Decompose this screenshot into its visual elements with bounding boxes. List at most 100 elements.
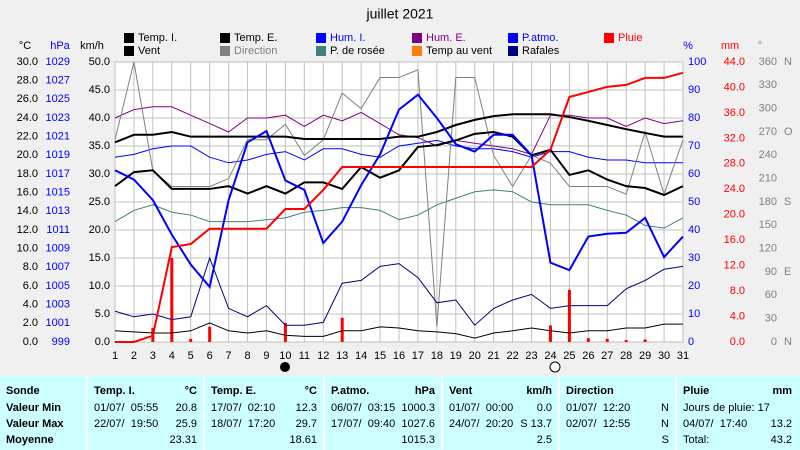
cell-value: N (661, 402, 669, 414)
y-tick-label: 240 (759, 149, 777, 161)
y-tick-label: 26.0 (17, 93, 38, 105)
series-line (114, 113, 683, 144)
column-unit: km/h (526, 385, 552, 397)
axis-unit: ° (758, 40, 762, 52)
y-tick-label: 40 (688, 224, 700, 236)
x-tick-label: 24 (544, 350, 556, 362)
cell-value: 25.9 (175, 418, 197, 430)
y-tick-label: 1027 (46, 75, 70, 87)
legend-label: P.atmo. (522, 32, 559, 44)
y-tick-label: 1007 (46, 261, 70, 273)
header-label: Sonde (6, 385, 40, 397)
y-tick-label: 4.0 (730, 310, 745, 322)
column-name: Vent (449, 385, 473, 397)
rain-bar (283, 322, 287, 342)
legend-swatch (508, 33, 518, 43)
legend-label: P. de rosée (330, 45, 385, 57)
x-tick-label: 10 (279, 350, 291, 362)
y-tick-label: 24.0 (17, 112, 38, 124)
legend-label: Vent (138, 45, 160, 57)
x-tick-label: 4 (169, 350, 175, 362)
y-tick-label: 2.0 (23, 317, 38, 329)
y-tick-label: 330 (759, 79, 777, 91)
x-tick-label: 1 (112, 350, 118, 362)
direction-letter: O (784, 126, 793, 138)
y-tick-label: 1029 (46, 56, 70, 68)
y-tick-label: 30.0 (89, 168, 110, 180)
column-unit: mm (772, 385, 792, 397)
y-tick-label: 44.0 (724, 56, 745, 68)
rain-bar (208, 326, 212, 342)
x-tick-label: 11 (299, 350, 310, 362)
x-tick-label: 25 (563, 350, 575, 362)
y-tick-label: 40.0 (724, 81, 745, 93)
x-tick-label: 7 (226, 350, 232, 362)
x-tick-label: 26 (582, 350, 594, 362)
legend-swatch (220, 46, 230, 56)
legend-label: Hum. E. (426, 32, 466, 44)
y-tick-label: 80 (688, 112, 700, 124)
cell-value: 29.7 (295, 418, 317, 430)
column-name: P.atmo. (331, 385, 370, 397)
y-tick-label: 1013 (46, 205, 70, 217)
cell-value: 12.3 (295, 402, 317, 414)
cell-value: 1015.3 (401, 434, 435, 446)
axis-unit: hPa (50, 40, 70, 52)
cell-time: 01/07/ 05:55 (94, 402, 159, 414)
x-tick-label: 20 (469, 350, 481, 362)
legend-label: Temp. E. (234, 32, 277, 44)
y-tick-label: 25.0 (89, 196, 110, 208)
y-tick-label: 1009 (46, 243, 70, 255)
y-tick-label: 24.0 (724, 183, 745, 195)
y-tick-label: 50.0 (89, 56, 110, 68)
y-tick-label: 0 (771, 336, 777, 348)
cell-value: 1000.3 (401, 402, 435, 414)
column-separator (558, 376, 560, 450)
y-tick-label: 0 (688, 336, 694, 348)
y-tick-label: 8.0 (23, 261, 38, 273)
x-tick-label: 13 (336, 350, 348, 362)
rain-bar (170, 258, 174, 342)
x-tick-label: 8 (244, 350, 250, 362)
series-line (114, 130, 684, 197)
full-moon-icon (549, 361, 561, 373)
y-tick-label: 20.0 (724, 209, 745, 221)
y-tick-label: 1015 (46, 187, 70, 199)
axis-unit: km/h (80, 40, 104, 52)
cell-value: S (661, 434, 669, 446)
row-label: Valeur Min (6, 402, 62, 414)
y-tick-label: 180 (759, 196, 777, 208)
rain-bar (624, 340, 628, 342)
y-tick-label: 0.0 (23, 336, 38, 348)
y-tick-label: 1025 (46, 93, 70, 105)
series-line (114, 322, 683, 339)
y-tick-label: 10.0 (89, 280, 110, 292)
legend-swatch (412, 33, 422, 43)
y-tick-label: 4.0 (23, 299, 38, 311)
y-tick-label: 30 (765, 313, 777, 325)
cell-value: 18.61 (289, 434, 317, 446)
cell-value: 0.0 (536, 402, 552, 414)
y-tick-label: 5.0 (95, 308, 110, 320)
x-tick-label: 3 (150, 350, 156, 362)
direction-letter: N (784, 56, 792, 68)
y-tick-label: 18.0 (17, 168, 38, 180)
rain-bar (567, 289, 571, 342)
y-tick-label: 12.0 (17, 224, 38, 236)
y-tick-label: 70 (688, 140, 700, 152)
y-tick-label: 1017 (46, 168, 70, 180)
chart-title: juillet 2021 (366, 6, 434, 22)
legend-swatch (316, 46, 326, 56)
x-tick-label: 2 (131, 350, 137, 362)
y-tick-label: 16.0 (17, 187, 38, 199)
y-tick-label: 300 (759, 103, 777, 115)
cell-value: 1027.6 (401, 418, 435, 430)
x-tick-label: 5 (188, 350, 194, 362)
y-tick-label: 1005 (46, 280, 70, 292)
cell-value: 2.5 (536, 434, 552, 446)
axis-unit: mm (721, 40, 739, 52)
column-separator (86, 376, 88, 450)
y-tick-label: 28.0 (17, 75, 38, 87)
x-tick-label: 16 (393, 350, 405, 362)
legend-swatch (604, 33, 614, 43)
